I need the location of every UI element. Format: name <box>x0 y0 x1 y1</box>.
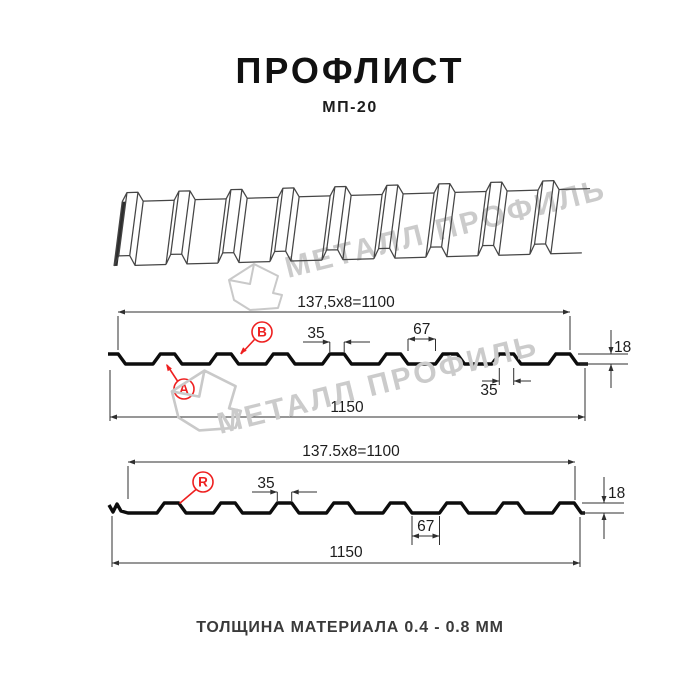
profile-outline-r <box>107 501 585 515</box>
profile-side-ab-view: 137,5x8=1100 35 67 18 35 1150 B A <box>108 294 631 421</box>
dim-text-total-1: 1150 <box>330 399 364 416</box>
sheet-cut-edge <box>114 201 126 266</box>
profile-side-r-view: 137.5x8=1100 35 67 18 1150 R <box>107 443 625 567</box>
svg-text:B: B <box>257 325 267 340</box>
dim-text-height-2: 18 <box>608 485 625 502</box>
svg-text:A: A <box>179 382 189 397</box>
dimension-lines-r <box>111 461 624 567</box>
svg-text:R: R <box>198 475 208 490</box>
dim-text-rib-top-1: 35 <box>307 325 324 342</box>
dimension-arrows-ab <box>110 309 614 420</box>
dim-text-rib-bottom-1: 35 <box>480 382 497 399</box>
dim-text-rib-top-2: 35 <box>257 475 274 492</box>
dim-text-width-top-2: 137.5x8=1100 <box>302 443 400 460</box>
dim-text-rib-base-1: 67 <box>413 321 430 338</box>
dimension-lines-ab <box>109 311 628 421</box>
profile-outline-ab <box>108 352 588 366</box>
metall-profil-logo-icon <box>170 369 243 432</box>
dim-text-height-1: 18 <box>614 339 631 356</box>
page-title: ПРОФЛИСТ <box>235 50 465 91</box>
dimension-arrows-r <box>112 459 607 566</box>
sheet-3d-view <box>111 179 593 267</box>
dim-text-width-top-1: 137,5x8=1100 <box>297 294 395 311</box>
label-b: B <box>240 321 273 355</box>
metall-profil-logo-icon <box>228 263 283 311</box>
footer-note: ТОЛЩИНА МАТЕРИАЛА 0.4 - 0.8 ММ <box>196 619 504 636</box>
label-r: R <box>178 471 214 505</box>
dim-text-rib-base-2: 67 <box>417 518 434 535</box>
page-subtitle: МП-20 <box>322 99 378 116</box>
dim-text-total-2: 1150 <box>329 544 363 561</box>
